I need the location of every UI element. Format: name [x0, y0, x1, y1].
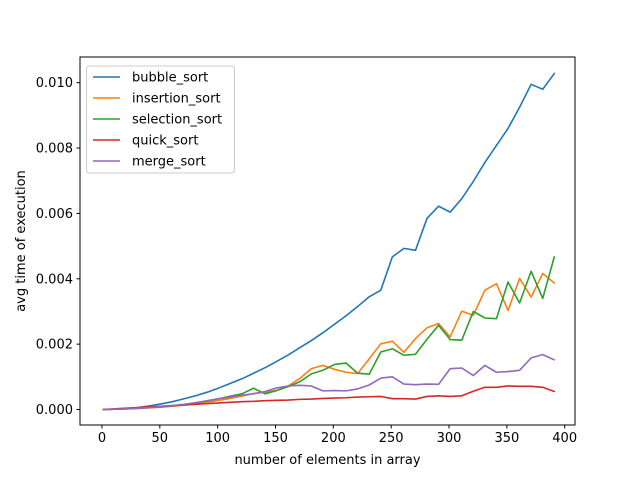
y-tick-label: 0.000 [36, 403, 73, 418]
legend-item-label: selection_sort [132, 113, 222, 128]
x-tick-label: 0 [98, 431, 106, 446]
y-tick-label: 0.004 [36, 272, 73, 287]
x-tick-label: 300 [437, 431, 462, 446]
axes-frame [79, 56, 576, 426]
legend-item-label: bubble_sort [132, 71, 208, 86]
y-axis-label: avg time of execution [14, 170, 29, 312]
y-tick-label: 0.002 [36, 338, 73, 353]
x-tick-label: 100 [205, 431, 230, 446]
plot-area: 0 50 100 150 200 250 300 350 400 0.000 0.002 0.004 0… [36, 56, 577, 446]
x-tick-label: 350 [494, 431, 519, 446]
series-bubble_sort-line [102, 72, 556, 411]
x-tick-label: 200 [321, 431, 346, 446]
x-tick-label: 50 [152, 431, 169, 446]
legend-item-label: merge_sort [132, 155, 206, 170]
legend-box [86, 65, 235, 174]
x-axis-label: number of elements in array [234, 453, 420, 468]
x-tick-label: 150 [263, 431, 288, 446]
legend-item-label: quick_sort [132, 134, 198, 149]
x-tick-label: 250 [379, 431, 404, 446]
x-tick-label: 400 [552, 431, 577, 446]
y-tick-label: 0.010 [36, 76, 73, 91]
series-merge_sort-line [102, 353, 556, 411]
y-tick-label: 0.008 [36, 142, 73, 157]
legend-item-label: insertion_sort [132, 92, 221, 107]
y-tick-label: 0.006 [36, 207, 73, 222]
